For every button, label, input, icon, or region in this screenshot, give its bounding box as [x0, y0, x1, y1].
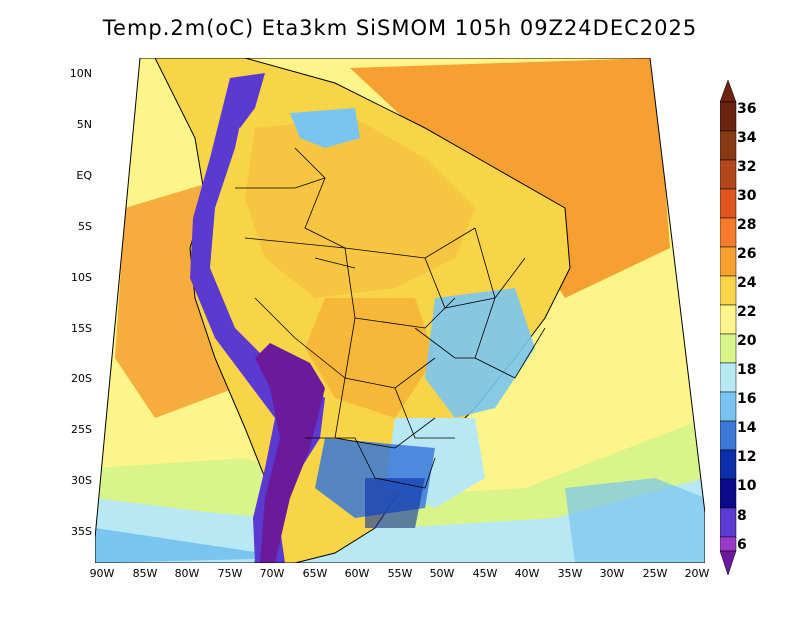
colorbar-segment: [720, 217, 737, 248]
lon-label: 25W: [642, 567, 668, 580]
colorbar-segment: [720, 391, 737, 422]
ocean-south-cold-2: [565, 478, 705, 563]
brazil-highlands-cool: [425, 288, 535, 418]
north-andes-cold: [225, 73, 265, 128]
colorbar-label: 24: [737, 275, 757, 291]
lat-label: EQ: [76, 169, 92, 182]
colorbar: [720, 80, 737, 576]
colorbar-label: 8: [737, 508, 747, 524]
uruguay-cold: [365, 478, 425, 528]
amazon-warm-zone: [245, 118, 475, 298]
colorbar-label: 26: [737, 246, 757, 262]
lat-label: 15S: [71, 322, 92, 335]
colorbar-label: 36: [737, 101, 757, 117]
colorbar-segment: [720, 449, 737, 480]
central-warm-zone: [305, 298, 435, 418]
lon-label: 50W: [429, 567, 455, 580]
lon-label: 30W: [599, 567, 625, 580]
lon-label: 40W: [514, 567, 540, 580]
ocean-coldest-south: [95, 528, 295, 563]
colorbar-segment: [720, 362, 737, 393]
colorbar-segment: [720, 304, 737, 335]
colorbar-label: 30: [737, 188, 757, 204]
lon-label: 75W: [217, 567, 243, 580]
colorbar-label: 28: [737, 217, 757, 233]
lat-label: 5S: [78, 220, 92, 233]
ocean-cold-south: [95, 478, 705, 563]
lon-label: 20W: [684, 567, 710, 580]
lon-label: 80W: [174, 567, 200, 580]
lon-label: 45W: [472, 567, 498, 580]
colorbar-label: 16: [737, 391, 757, 407]
colorbar-label: 12: [737, 449, 757, 465]
colorbar-label: 6: [737, 537, 747, 553]
temperature-map: [95, 58, 705, 563]
lat-label: 20S: [71, 372, 92, 385]
lat-label: 10N: [69, 67, 92, 80]
colorbar-label: 14: [737, 420, 757, 436]
colorbar-segment: [720, 478, 737, 509]
colorbar-label: 32: [737, 159, 757, 175]
colorbar-bottom-arrow: [720, 550, 737, 576]
colorbar-segment: [720, 246, 737, 277]
guiana-highlands-cool: [290, 108, 360, 148]
colorbar-top-arrow: [720, 80, 737, 103]
lon-label: 65W: [302, 567, 328, 580]
lat-label: 10S: [71, 271, 92, 284]
colorbar-segment: [720, 333, 737, 364]
colorbar-segment: [720, 101, 737, 132]
lon-label: 55W: [387, 567, 413, 580]
lon-label: 90W: [89, 567, 115, 580]
lat-label: 5N: [76, 118, 92, 131]
andes-coldest-core: [255, 343, 325, 563]
lon-label: 85W: [132, 567, 158, 580]
colorbar-segment: [720, 159, 737, 190]
lon-label: 35W: [557, 567, 583, 580]
colorbar-segment: [720, 188, 737, 219]
colorbar-label: 20: [737, 333, 757, 349]
colorbar-label: 22: [737, 304, 757, 320]
colorbar-label: 18: [737, 362, 757, 378]
colorbar-label: 34: [737, 130, 757, 146]
lon-label: 70W: [259, 567, 285, 580]
colorbar-segment: [720, 275, 737, 306]
lon-label: 60W: [344, 567, 370, 580]
colorbar-segment: [720, 420, 737, 451]
political-borders: [235, 147, 546, 489]
colorbar-segment: [720, 130, 737, 161]
lat-label: 35S: [71, 525, 92, 538]
colorbar-segment: [720, 507, 737, 538]
map-title: Temp.2m(oC) Eta3km SiSMOM 105h 09Z24DEC2…: [102, 16, 698, 40]
colorbar-segment: [720, 536, 737, 552]
colorbar-label: 10: [737, 478, 757, 494]
lat-label: 30S: [71, 474, 92, 487]
lat-label: 25S: [71, 423, 92, 436]
